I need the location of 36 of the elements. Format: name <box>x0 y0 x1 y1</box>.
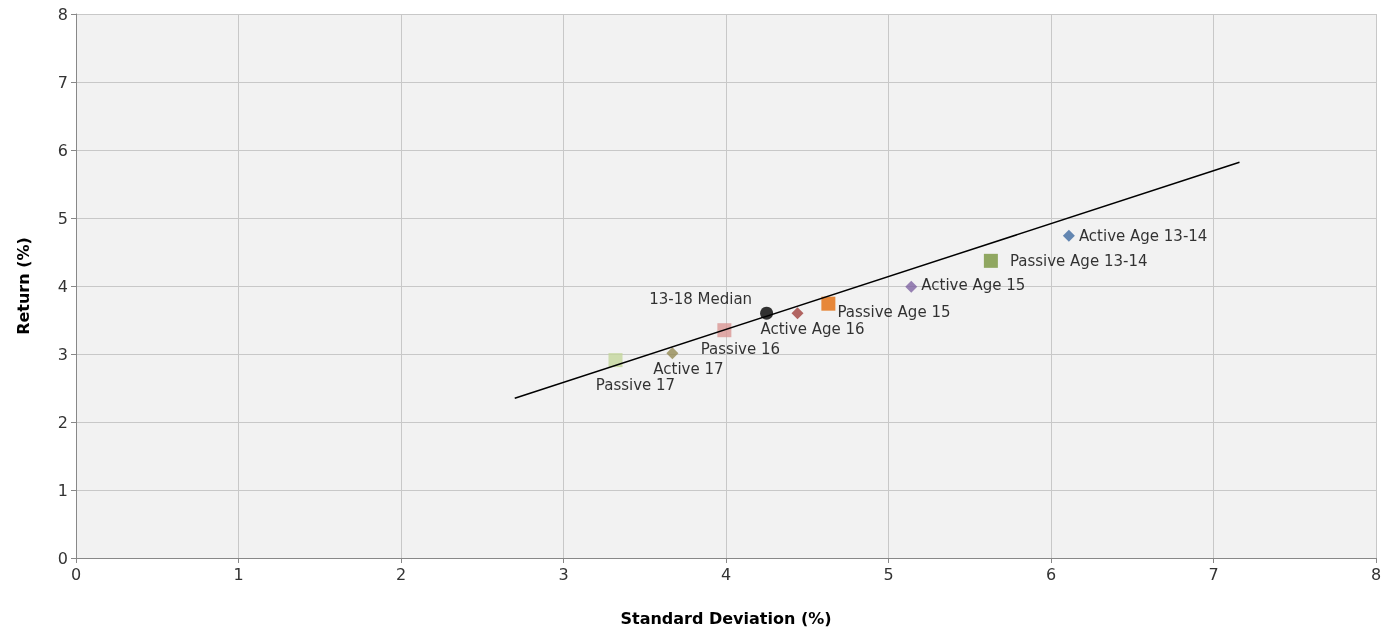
y-tick-label: 3 <box>57 344 68 364</box>
x-axis-title: Standard Deviation (%) <box>620 608 832 628</box>
y-axis-title: Return (%) <box>13 237 33 335</box>
y-tick-label: 4 <box>57 276 68 296</box>
series-label: Passive Age 15 <box>837 302 951 321</box>
point <box>1062 229 1075 242</box>
x-tick-label: 3 <box>558 564 569 584</box>
y-tick-label: 0 <box>57 548 68 568</box>
series-label: Passive 17 <box>595 375 676 394</box>
point <box>905 280 918 293</box>
x-tick-label: 8 <box>1370 564 1382 584</box>
x-tick-label: 6 <box>1045 564 1057 584</box>
series-label: Passive Age 13-14 <box>1009 251 1148 270</box>
x-tick-label: 5 <box>883 564 894 584</box>
x-tick-label: 2 <box>395 564 407 584</box>
x-tick-label: 1 <box>233 564 244 584</box>
series-label: Active 17 <box>653 359 724 378</box>
point <box>608 353 623 368</box>
series-label: Active Age 16 <box>760 319 865 338</box>
x-tick-label: 0 <box>70 564 82 584</box>
y-tick-label: 1 <box>57 480 68 500</box>
series-label: Active Age 15 <box>921 275 1026 294</box>
series-label: Active Age 13-14 <box>1078 226 1208 245</box>
y-tick-label: 8 <box>57 4 68 24</box>
series-label: 13-18 Median <box>649 290 753 309</box>
x-tick-label: 4 <box>720 564 732 584</box>
y-tick-label: 7 <box>57 72 68 92</box>
series-label: Passive 16 <box>700 339 781 358</box>
point <box>821 296 836 311</box>
point <box>983 253 998 268</box>
y-tick-label: 6 <box>57 140 68 160</box>
point <box>791 307 804 320</box>
point <box>666 347 679 360</box>
y-tick-label: 2 <box>57 412 68 432</box>
x-tick-label: 7 <box>1208 564 1219 584</box>
y-tick-label: 5 <box>57 208 68 228</box>
